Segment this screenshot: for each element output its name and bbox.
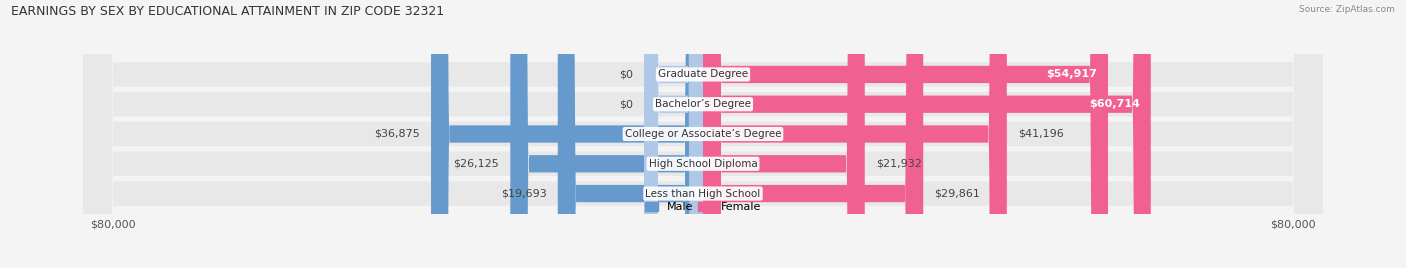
Text: $29,861: $29,861 <box>935 189 980 199</box>
FancyBboxPatch shape <box>703 0 924 268</box>
FancyBboxPatch shape <box>703 0 865 268</box>
FancyBboxPatch shape <box>83 0 1323 268</box>
Legend: Male, Female: Male, Female <box>645 202 761 212</box>
Text: $36,875: $36,875 <box>374 129 420 139</box>
FancyBboxPatch shape <box>558 0 703 268</box>
FancyBboxPatch shape <box>83 0 1323 268</box>
Text: Source: ZipAtlas.com: Source: ZipAtlas.com <box>1299 5 1395 14</box>
FancyBboxPatch shape <box>644 0 703 268</box>
Text: Bachelor’s Degree: Bachelor’s Degree <box>655 99 751 109</box>
Text: $0: $0 <box>619 69 633 79</box>
Text: Less than High School: Less than High School <box>645 189 761 199</box>
Text: High School Diploma: High School Diploma <box>648 159 758 169</box>
FancyBboxPatch shape <box>432 0 703 268</box>
Text: $54,917: $54,917 <box>1046 69 1097 79</box>
Text: $26,125: $26,125 <box>454 159 499 169</box>
FancyBboxPatch shape <box>83 0 1323 268</box>
Text: EARNINGS BY SEX BY EDUCATIONAL ATTAINMENT IN ZIP CODE 32321: EARNINGS BY SEX BY EDUCATIONAL ATTAINMEN… <box>11 5 444 18</box>
Text: $19,693: $19,693 <box>501 189 547 199</box>
FancyBboxPatch shape <box>83 0 1323 268</box>
Text: $0: $0 <box>619 99 633 109</box>
FancyBboxPatch shape <box>703 0 1007 268</box>
Text: College or Associate’s Degree: College or Associate’s Degree <box>624 129 782 139</box>
Text: Graduate Degree: Graduate Degree <box>658 69 748 79</box>
FancyBboxPatch shape <box>703 0 1150 268</box>
Text: $41,196: $41,196 <box>1018 129 1064 139</box>
FancyBboxPatch shape <box>83 0 1323 268</box>
FancyBboxPatch shape <box>703 0 1108 268</box>
FancyBboxPatch shape <box>644 0 703 268</box>
Text: $21,932: $21,932 <box>876 159 922 169</box>
Text: $60,714: $60,714 <box>1088 99 1140 109</box>
FancyBboxPatch shape <box>510 0 703 268</box>
